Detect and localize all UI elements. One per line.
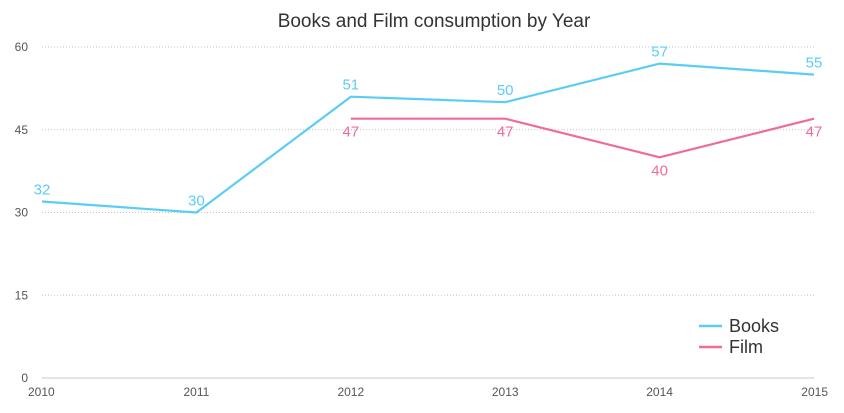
legend-label-books: Books xyxy=(729,316,779,336)
data-label: 47 xyxy=(497,124,514,141)
series-line-books xyxy=(41,62,815,214)
y-tick-label: 15 xyxy=(15,288,29,302)
series-layer xyxy=(41,62,815,214)
data-label: 50 xyxy=(497,82,514,99)
x-tick-label: 2015 xyxy=(801,385,828,399)
data-labels: 32 30 51 50 57 55 47 47 40 47 xyxy=(34,44,823,210)
y-axis: 0 15 30 45 60 xyxy=(15,40,29,385)
y-tick-label: 30 xyxy=(15,206,29,220)
y-tick-label: 45 xyxy=(15,123,29,137)
chart-title: Books and Film consumption by Year xyxy=(278,11,591,32)
x-tick-label: 2013 xyxy=(492,385,519,399)
grid-lines xyxy=(42,46,814,379)
legend-label-film: Film xyxy=(729,337,763,357)
data-label: 55 xyxy=(806,55,823,72)
y-tick-label: 60 xyxy=(15,40,29,54)
data-label: 51 xyxy=(342,77,359,94)
x-tick-label: 2010 xyxy=(28,385,55,399)
series-line-film xyxy=(350,117,815,159)
data-label: 57 xyxy=(651,44,668,61)
data-label: 47 xyxy=(806,124,823,141)
x-axis: 2010 2011 2012 2013 2014 2015 xyxy=(28,385,828,399)
x-tick-label: 2012 xyxy=(337,385,364,399)
data-label: 32 xyxy=(34,181,51,198)
data-label: 30 xyxy=(188,193,205,210)
data-label: 40 xyxy=(651,162,668,179)
x-tick-label: 2011 xyxy=(183,385,209,399)
data-label: 47 xyxy=(342,124,359,141)
x-tick-label: 2014 xyxy=(646,385,673,399)
y-tick-label: 0 xyxy=(21,371,28,385)
